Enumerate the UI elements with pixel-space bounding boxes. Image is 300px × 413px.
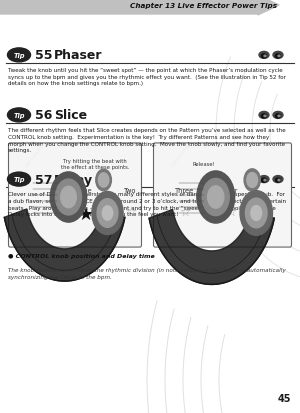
Text: 45: 45	[278, 393, 291, 403]
Ellipse shape	[8, 173, 31, 187]
FancyBboxPatch shape	[8, 144, 142, 247]
Ellipse shape	[264, 180, 266, 181]
Ellipse shape	[262, 115, 266, 119]
Text: 57: 57	[35, 173, 52, 186]
Ellipse shape	[273, 52, 283, 59]
Text: Three: Three	[175, 188, 194, 194]
FancyBboxPatch shape	[154, 144, 292, 247]
Text: Chapter 13 Live Effector Power Tips: Chapter 13 Live Effector Power Tips	[130, 3, 278, 9]
Circle shape	[98, 173, 109, 188]
Circle shape	[202, 179, 229, 216]
Text: Two: Two	[124, 188, 137, 194]
Ellipse shape	[273, 112, 283, 119]
Ellipse shape	[259, 112, 269, 119]
Text: ☆: ☆	[179, 206, 190, 218]
Text: The knob position determines the rhythmic division (in note values) of the Delay: The knob position determines the rhythmi…	[8, 267, 286, 279]
Circle shape	[92, 192, 123, 235]
Text: Clever use of Delay is a cornerstone in many different styles of dance music — e: Clever use of Delay is a cornerstone in …	[8, 192, 286, 217]
Circle shape	[244, 169, 260, 192]
Text: Release!: Release!	[193, 161, 215, 166]
Circle shape	[245, 199, 267, 228]
Circle shape	[56, 180, 82, 216]
Ellipse shape	[278, 180, 280, 181]
Text: ● CONTROL knob position and Delay time: ● CONTROL knob position and Delay time	[8, 254, 155, 259]
Ellipse shape	[262, 179, 266, 183]
Text: LIVE EVOLUTION: LIVE EVOLUTION	[171, 144, 191, 168]
Text: 55: 55	[35, 49, 52, 62]
Text: One: One	[79, 188, 92, 194]
Text: Tip: Tip	[13, 177, 25, 183]
Circle shape	[50, 173, 87, 223]
Text: ☆: ☆	[125, 206, 136, 218]
FancyArrow shape	[0, 0, 279, 16]
Ellipse shape	[273, 176, 283, 183]
Text: Tip: Tip	[13, 53, 25, 59]
Text: 56: 56	[35, 109, 52, 122]
Circle shape	[240, 191, 272, 236]
Text: The different rhythm feels that Slice creates depends on the Pattern you’ve sele: The different rhythm feels that Slice cr…	[8, 128, 286, 153]
Text: ☆: ☆	[225, 206, 237, 218]
Polygon shape	[149, 210, 274, 285]
Ellipse shape	[264, 56, 266, 57]
Text: Tweak the knob until you hit the “sweet spot” — the point at which the Phaser’s : Tweak the knob until you hit the “sweet …	[8, 68, 286, 86]
Circle shape	[97, 199, 118, 228]
Circle shape	[197, 171, 235, 223]
Polygon shape	[4, 209, 125, 281]
Circle shape	[102, 206, 113, 221]
Ellipse shape	[259, 176, 269, 183]
Text: Four: Four	[224, 188, 238, 194]
Text: Slice: Slice	[54, 109, 87, 122]
Text: Try hitting the beat with
the effect at these points.: Try hitting the beat with the effect at …	[61, 159, 129, 170]
Ellipse shape	[264, 116, 266, 117]
Ellipse shape	[275, 55, 281, 59]
Ellipse shape	[278, 116, 280, 117]
Circle shape	[208, 186, 224, 209]
Text: Tip: Tip	[13, 113, 25, 119]
Circle shape	[61, 187, 76, 208]
Circle shape	[96, 170, 111, 191]
Circle shape	[247, 173, 258, 188]
Text: LIVE EVOLUTION: LIVE EVOLUTION	[26, 144, 46, 168]
Ellipse shape	[262, 55, 266, 59]
Text: Delay: Delay	[54, 173, 93, 186]
Ellipse shape	[278, 56, 280, 57]
Text: Phaser: Phaser	[54, 49, 103, 62]
Ellipse shape	[8, 49, 31, 63]
Ellipse shape	[275, 115, 281, 119]
Ellipse shape	[8, 109, 31, 123]
Circle shape	[251, 206, 262, 221]
Ellipse shape	[259, 52, 269, 59]
Text: ★: ★	[77, 206, 94, 223]
Ellipse shape	[275, 179, 281, 183]
